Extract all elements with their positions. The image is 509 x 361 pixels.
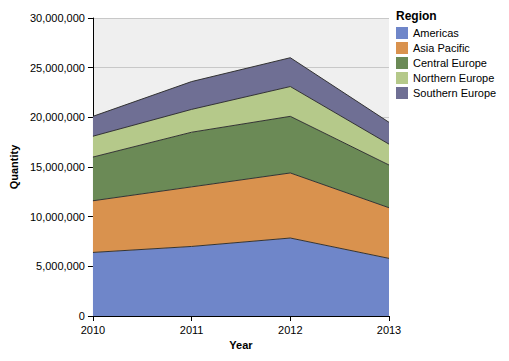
svg-text:15,000,000: 15,000,000 bbox=[30, 161, 85, 173]
svg-text:Central Europe: Central Europe bbox=[413, 57, 487, 69]
svg-text:Americas: Americas bbox=[413, 27, 459, 39]
svg-text:Region: Region bbox=[396, 9, 437, 23]
svg-text:Quantity: Quantity bbox=[8, 144, 20, 189]
svg-text:Southern Europe: Southern Europe bbox=[413, 87, 496, 99]
svg-text:0: 0 bbox=[79, 310, 85, 322]
svg-text:Asia Pacific: Asia Pacific bbox=[413, 42, 470, 54]
svg-text:5,000,000: 5,000,000 bbox=[36, 260, 85, 272]
svg-text:10,000,000: 10,000,000 bbox=[30, 211, 85, 223]
svg-text:25,000,000: 25,000,000 bbox=[30, 62, 85, 74]
svg-text:2012: 2012 bbox=[278, 324, 302, 336]
svg-text:30,000,000: 30,000,000 bbox=[30, 12, 85, 24]
svg-text:2013: 2013 bbox=[377, 324, 401, 336]
svg-text:20,000,000: 20,000,000 bbox=[30, 111, 85, 123]
svg-text:2010: 2010 bbox=[81, 324, 105, 336]
svg-text:Northern Europe: Northern Europe bbox=[413, 72, 494, 84]
svg-text:2011: 2011 bbox=[180, 324, 204, 336]
svg-text:Year: Year bbox=[229, 339, 253, 351]
